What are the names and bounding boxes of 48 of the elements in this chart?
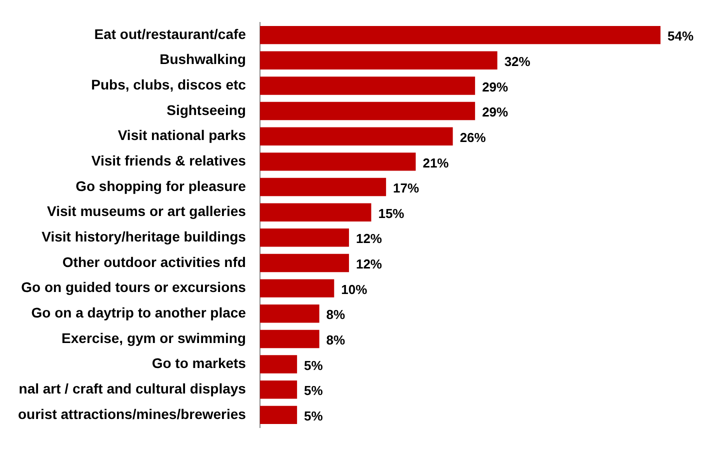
- y-tick-label: Go on guided tours or excursions: [21, 279, 246, 296]
- y-tick-label: Exercise, gym or swimming: [62, 330, 246, 346]
- y-tick-label: Pubs, clubs, discos etc: [91, 76, 246, 93]
- bar: [260, 152, 416, 171]
- y-tick-label: Visit friends & relatives: [91, 152, 246, 169]
- bar: [260, 254, 349, 272]
- y-tick-label: Visit museums or art galleries: [47, 203, 246, 220]
- y-tick-label: Other outdoor activities nfd: [62, 254, 246, 270]
- data-label: 10%: [341, 282, 368, 297]
- data-label: 5%: [304, 383, 324, 398]
- bar: [260, 279, 334, 298]
- data-label: 5%: [304, 358, 324, 373]
- bar: [260, 51, 498, 70]
- bar: [260, 76, 476, 95]
- y-tick-label: Visit national parks: [118, 127, 246, 144]
- bar: [260, 304, 320, 323]
- data-label: 8%: [326, 332, 346, 348]
- y-tick-label: Go shopping for pleasure: [76, 178, 246, 194]
- data-label: 54%: [667, 28, 694, 44]
- y-tick-label: Bushwalking: [160, 51, 246, 68]
- bar: [260, 355, 298, 374]
- data-label: 29%: [482, 79, 509, 94]
- data-label: 29%: [482, 104, 509, 120]
- data-label: 15%: [378, 206, 405, 221]
- y-tick-label: ourist attractions/mines/breweries: [18, 406, 246, 422]
- data-label: 26%: [460, 130, 486, 145]
- y-tick-label: Go to markets: [152, 355, 246, 372]
- bar: [260, 330, 320, 348]
- y-tick-label: Sightseeing: [166, 102, 246, 118]
- data-label: 5%: [304, 408, 324, 424]
- data-label: 21%: [422, 155, 450, 170]
- y-tick-label: Visit history/heritage buildings: [42, 228, 246, 245]
- bar: [260, 127, 453, 146]
- data-label: 32%: [504, 54, 531, 69]
- y-tick-label: Go on a daytrip to another place: [31, 304, 246, 320]
- bar: [260, 406, 298, 424]
- data-label: 12%: [356, 256, 382, 272]
- bar: [260, 102, 476, 120]
- data-label: 17%: [393, 180, 420, 196]
- y-tick-label: nal art / craft and cultural displays: [18, 380, 246, 396]
- bar: [260, 228, 349, 247]
- data-label: 8%: [326, 307, 346, 322]
- y-tick-label: Eat out/restaurant/cafe: [94, 26, 246, 42]
- bar: [260, 26, 660, 44]
- bar: [260, 380, 298, 399]
- data-label: 12%: [356, 231, 382, 246]
- bar: [260, 203, 372, 222]
- bar: [260, 178, 386, 196]
